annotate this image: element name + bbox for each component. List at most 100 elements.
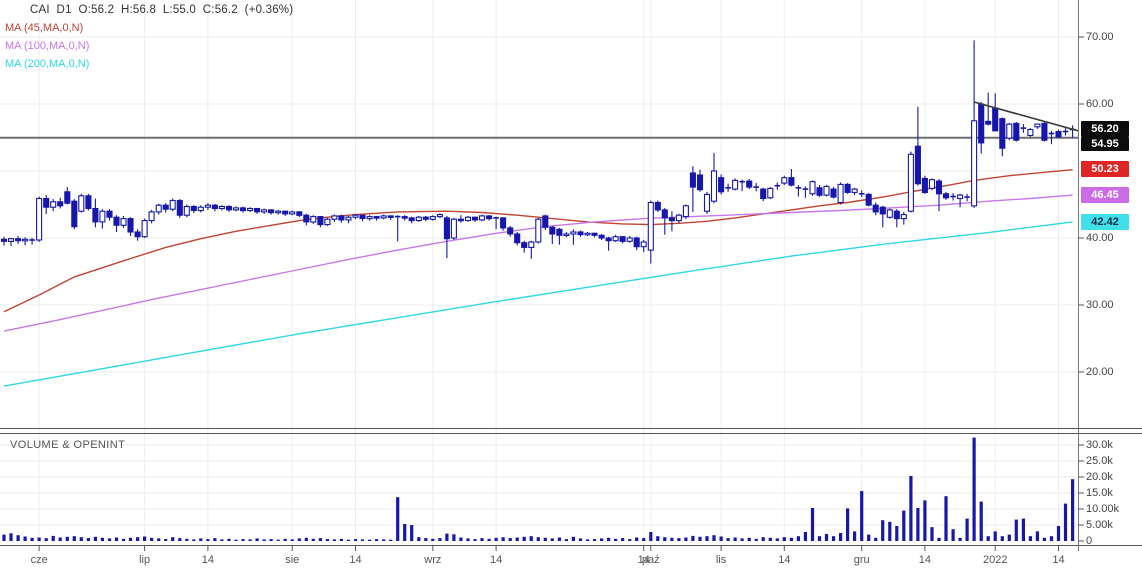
candle-body — [865, 193, 872, 206]
volume-bar — [480, 538, 484, 541]
volume-bar — [993, 531, 997, 541]
candle-body — [935, 180, 943, 195]
candle-body — [732, 179, 739, 190]
candle-body — [942, 193, 950, 199]
candle-body — [247, 207, 254, 212]
volume-tick-label: 15.0k — [1086, 487, 1113, 499]
candle-body — [155, 204, 162, 213]
candle-body — [317, 216, 324, 226]
candle-body — [387, 215, 394, 218]
candle-body — [647, 201, 654, 251]
volume-bar — [353, 539, 358, 541]
volume-bar — [958, 537, 962, 541]
volume-bar — [431, 538, 435, 541]
volume-bar — [663, 537, 667, 541]
volume-bar — [494, 537, 498, 541]
price-tick-label: 20.00 — [1086, 366, 1114, 378]
price-tick-label: 60.00 — [1086, 98, 1114, 110]
volume-bar — [600, 538, 604, 541]
candle-body — [57, 201, 64, 207]
volume-bar — [642, 538, 646, 541]
candle-body — [373, 216, 380, 219]
candle-body — [92, 207, 99, 223]
candle-body — [43, 197, 50, 208]
candle-body — [471, 216, 479, 221]
volume-bar — [248, 539, 252, 541]
volume-bar — [128, 537, 133, 541]
candle-body — [689, 172, 696, 188]
candle-body — [99, 210, 106, 223]
candle-body — [549, 226, 556, 235]
volume-bar — [227, 538, 231, 541]
time-tick-label: 14 — [349, 554, 362, 566]
price-badge: 50.23 — [1081, 161, 1129, 178]
volume-bar — [846, 508, 850, 541]
volume-bar — [705, 536, 709, 541]
candle-body — [928, 179, 936, 189]
time-tick-label: lip — [139, 554, 151, 566]
volume-bar — [23, 536, 27, 541]
candle-body — [556, 228, 563, 236]
candle-body — [162, 204, 169, 210]
candle-body — [50, 201, 57, 208]
volume-bar — [487, 538, 491, 541]
candle-body — [816, 187, 823, 196]
volume-bar — [508, 538, 512, 541]
time-tick-label: 14 — [201, 554, 214, 566]
trendline[interactable] — [973, 101, 1079, 132]
volume-bar — [916, 508, 920, 541]
volume-bar — [93, 536, 97, 541]
candle-body — [605, 237, 612, 242]
candle-body — [999, 118, 1006, 149]
volume-bar — [796, 536, 800, 541]
volume-tick-label: 25.0k — [1086, 455, 1113, 467]
time-tick-label: 14 — [778, 554, 791, 566]
candle-body — [450, 218, 457, 239]
volume-bar — [171, 537, 175, 541]
volume-bar — [114, 537, 119, 541]
candle-body — [985, 120, 992, 125]
volume-bar — [909, 476, 913, 541]
candle-body — [64, 191, 71, 204]
volume-bar — [1007, 534, 1011, 541]
volume-bar — [986, 536, 990, 541]
volume-bar — [86, 538, 90, 541]
volume-bar — [712, 535, 716, 541]
volume-bar — [1021, 518, 1025, 541]
candle-body — [1034, 123, 1041, 128]
volume-bar — [571, 536, 575, 541]
time-tick-label: gru — [853, 554, 870, 566]
candle-body — [528, 241, 535, 248]
candle-body — [211, 204, 218, 210]
volume-bar — [30, 537, 34, 541]
volume-bar — [691, 535, 695, 541]
volume-bar — [51, 535, 55, 541]
candle-body — [893, 210, 900, 220]
candle-body — [514, 233, 521, 244]
volume-bar — [276, 539, 280, 541]
volume-bar — [775, 538, 779, 541]
candle-body — [823, 185, 830, 196]
price-tick-label: 70.00 — [1086, 31, 1114, 43]
candle-body — [0, 238, 8, 242]
volume-bar — [262, 539, 266, 541]
volume-bar — [684, 537, 688, 541]
candle-body — [675, 214, 682, 222]
volume-bar — [234, 539, 238, 541]
volume-bar — [255, 538, 259, 541]
volume-bar — [368, 539, 372, 541]
volume-bar — [529, 536, 533, 541]
volume-bar — [1035, 531, 1039, 541]
volume-bar — [72, 536, 76, 541]
ma-line-100 — [3, 194, 1073, 332]
volume-bar — [65, 536, 69, 541]
volume-bar — [501, 537, 505, 541]
time-tick-label: 14 — [1052, 554, 1065, 566]
candle-body — [176, 199, 183, 216]
volume-bar — [536, 537, 540, 541]
candle-body — [507, 227, 514, 235]
candle-body — [710, 170, 718, 202]
volume-bar — [417, 537, 421, 541]
volume-bar — [874, 537, 878, 541]
